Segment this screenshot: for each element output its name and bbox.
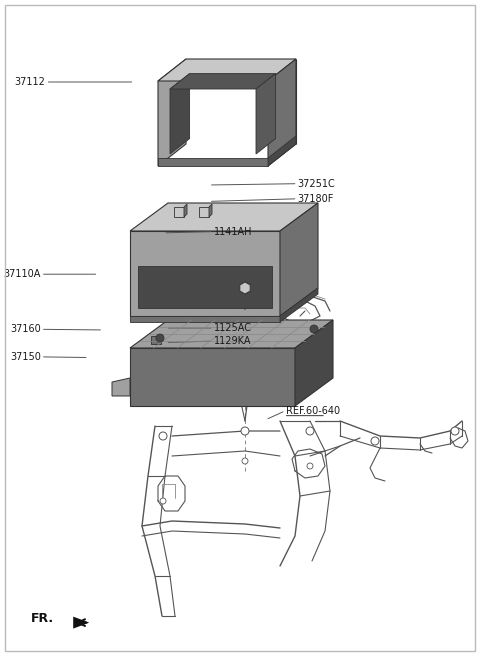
Polygon shape — [112, 378, 130, 396]
Circle shape — [306, 427, 314, 435]
Text: REF.60-640: REF.60-640 — [286, 405, 340, 416]
Circle shape — [160, 498, 166, 504]
Polygon shape — [280, 203, 318, 316]
Polygon shape — [158, 59, 186, 166]
Polygon shape — [268, 59, 296, 166]
Text: FR.: FR. — [31, 612, 54, 625]
Polygon shape — [199, 207, 209, 217]
Polygon shape — [215, 228, 237, 242]
Text: 37251C: 37251C — [298, 178, 336, 189]
Text: 37160: 37160 — [10, 324, 41, 335]
Text: 37110A: 37110A — [3, 269, 41, 279]
Polygon shape — [184, 204, 187, 217]
Polygon shape — [222, 232, 235, 250]
Text: 37180F: 37180F — [298, 194, 334, 204]
Polygon shape — [237, 228, 247, 242]
Polygon shape — [268, 136, 296, 166]
Circle shape — [159, 432, 167, 440]
Circle shape — [241, 298, 249, 306]
Text: 1129KA: 1129KA — [214, 336, 251, 346]
Polygon shape — [209, 204, 212, 217]
Polygon shape — [170, 73, 276, 89]
Polygon shape — [151, 336, 161, 344]
Polygon shape — [210, 264, 225, 278]
Circle shape — [242, 458, 248, 464]
Polygon shape — [220, 222, 238, 234]
Polygon shape — [256, 73, 276, 154]
Circle shape — [241, 427, 249, 435]
Circle shape — [371, 437, 379, 445]
Polygon shape — [155, 332, 187, 350]
Polygon shape — [130, 320, 333, 348]
Circle shape — [307, 463, 313, 469]
Polygon shape — [187, 328, 203, 346]
Circle shape — [310, 325, 318, 333]
Polygon shape — [130, 231, 280, 316]
Text: 1141AH: 1141AH — [214, 226, 252, 237]
Polygon shape — [158, 59, 296, 81]
Polygon shape — [73, 617, 89, 628]
Circle shape — [156, 334, 164, 342]
Text: 37112: 37112 — [15, 77, 46, 87]
Polygon shape — [240, 282, 250, 294]
Text: 37150: 37150 — [10, 352, 41, 362]
Polygon shape — [295, 320, 333, 406]
Polygon shape — [130, 316, 280, 322]
Polygon shape — [170, 73, 190, 154]
Polygon shape — [130, 203, 318, 231]
Polygon shape — [130, 348, 295, 406]
Polygon shape — [223, 240, 231, 250]
Polygon shape — [238, 218, 250, 230]
Circle shape — [451, 427, 459, 435]
Text: 1125AC: 1125AC — [214, 323, 252, 333]
Polygon shape — [174, 207, 184, 217]
Polygon shape — [138, 266, 272, 308]
Polygon shape — [158, 158, 268, 166]
Polygon shape — [280, 288, 318, 322]
